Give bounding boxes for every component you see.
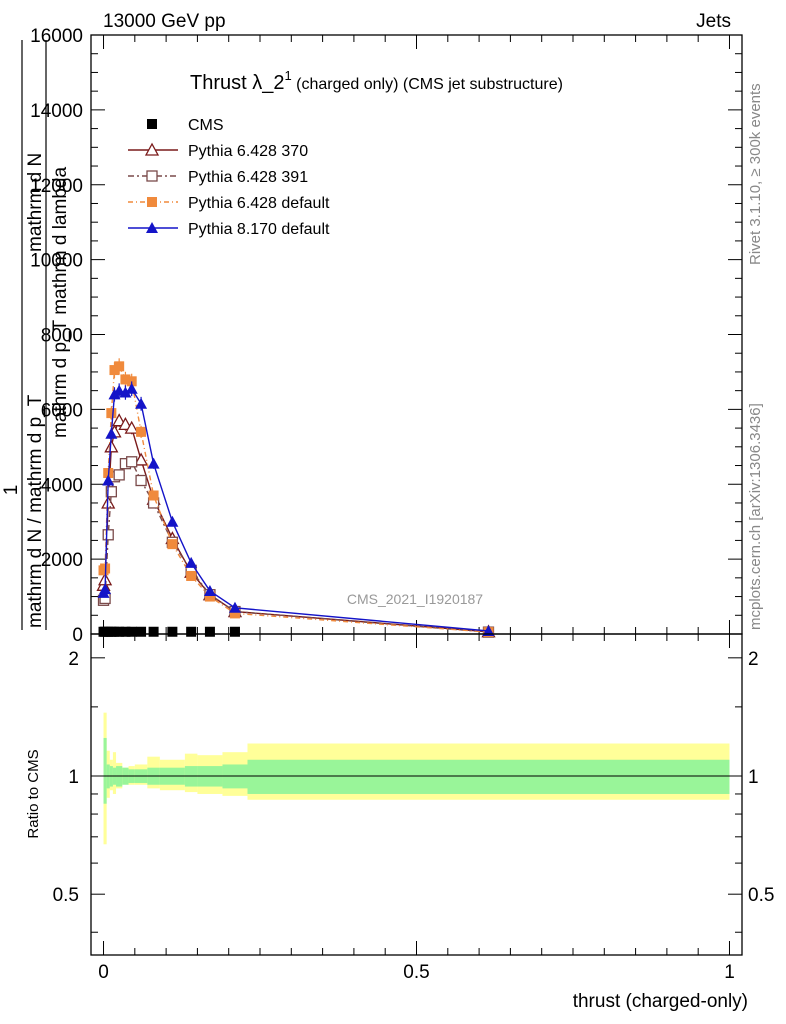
series-4: [97, 381, 495, 637]
series-1-point-3: [104, 439, 119, 453]
series-4-point-10: [166, 515, 179, 527]
xtick-label-0: 0: [98, 962, 109, 983]
series-2: [97, 456, 495, 638]
series-4-point-7: [125, 382, 138, 394]
cms-point-12: [204, 626, 215, 637]
ratio-ytick-label-right-1: 1: [748, 767, 759, 788]
legend: CMS Pythia 6.428 370 Pythia 6.428 391 Pythi…: [128, 117, 330, 238]
ratio-ytick-label-2: 2: [68, 649, 79, 670]
series-3-point-13: [229, 608, 240, 619]
legend-label-1: Pythia 6.428 370: [188, 143, 308, 160]
legend-label-4: Pythia 8.170 default: [188, 221, 330, 238]
series-3-point-11: [186, 570, 197, 581]
main-ytick-label-2: 4000: [41, 475, 83, 496]
series-4-point-14: [482, 625, 495, 637]
series-3-point-8: [136, 426, 147, 437]
ratio-ytick-label-1: 1: [68, 767, 79, 788]
series-4-point-13: [228, 601, 241, 613]
legend-marker-2: [146, 170, 158, 182]
series-3-point-12: [204, 591, 215, 602]
series-3-point-5: [114, 361, 125, 372]
series-1-point-6: [118, 416, 133, 431]
main-ylabel: 1 mathrm d N / mathrm d p_T mathrm d N m…: [1, 40, 71, 630]
cms-point-5: [114, 626, 125, 637]
series-2-point-8: [135, 474, 147, 487]
svg-text:Thrust λ_21 (charged only) (CM: Thrust λ_21 (charged only) (CMS jet subs…: [190, 68, 563, 94]
main-ytick-label-4: 8000: [41, 326, 83, 347]
cms-point-7: [126, 626, 137, 637]
series-4-point-2: [102, 474, 115, 486]
series-cms: [98, 626, 240, 637]
main-ytick-label-3: 6000: [41, 400, 83, 421]
legend-label-3: Pythia 6.428 default: [188, 195, 330, 212]
series-2-point-7: [126, 456, 138, 468]
series-4-point-9: [147, 457, 160, 469]
ylabel-dn: mathrm d N: [25, 153, 46, 252]
cms-point-6: [120, 626, 131, 637]
ylabel-dn-dpt: mathrm d N / mathrm d p_T: [25, 394, 46, 628]
xlabel: thrust (charged-only): [573, 991, 748, 1012]
cms-point-10: [167, 626, 178, 637]
cms-point-9: [148, 626, 159, 637]
series-3-point-10: [167, 539, 178, 550]
ratio-panel: 0.5 0.5 1 1 2 2 0 0.5 1: [53, 633, 774, 983]
cms-point-8: [136, 626, 147, 637]
main-ytick-label-8: 16000: [30, 26, 83, 47]
main-ytick-label-5: 10000: [30, 251, 83, 272]
title-main: Thrust λ_2: [190, 72, 284, 94]
legend-marker-4: [146, 222, 158, 233]
series-4-point-11: [185, 556, 198, 568]
series-3-point-6: [120, 374, 131, 385]
legend-marker-1: [144, 142, 160, 156]
main-ytick-label-1: 2000: [41, 550, 83, 571]
series-3-point-7: [126, 376, 137, 387]
legend-label-0: CMS: [188, 117, 224, 134]
series-2-point-2: [102, 529, 114, 541]
xtick-label-2: 1: [724, 962, 735, 983]
chart-title: Thrust λ_21 (charged only) (CMS jet subs…: [190, 68, 563, 94]
ratio-ytick-label-right-2: 2: [748, 649, 759, 670]
series-4-point-6: [119, 386, 132, 398]
series-4-point-3: [105, 427, 118, 439]
legend-marker-3: [147, 197, 157, 207]
series-4-point-1: [99, 583, 112, 595]
main-ytick-label-7: 14000: [30, 101, 83, 122]
ratio-ylabel: Ratio to CMS: [25, 749, 42, 838]
series-4-point-12: [203, 584, 216, 596]
ratio-ytick-label-0: 0.5: [53, 885, 79, 906]
legend-marker-0: [147, 119, 157, 129]
series-4-point-8: [135, 397, 148, 409]
xtick-label-1: 0.5: [403, 962, 429, 983]
ratio-ytick-label-right-0: 0.5: [748, 885, 774, 906]
series-1-point-5: [112, 413, 127, 427]
legend-label-2: Pythia 6.428 391: [188, 169, 308, 186]
series-1-point-8: [133, 452, 149, 466]
title-rest: (charged only) (CMS jet substructure): [292, 76, 563, 93]
ratio-green-band-0: [103, 737, 107, 804]
main-ytick-label-6: 12000: [30, 176, 83, 197]
mcplots-label: mcplots.cern.ch [arXiv:1306.3436]: [747, 403, 764, 630]
rivet-label: Rivet 3.1.10, ≥ 300k events: [747, 83, 764, 265]
series-2-point-3: [105, 486, 117, 498]
series-1-point-7: [124, 420, 139, 434]
main-ytick-label-0: 0: [72, 625, 83, 646]
cms-point-13: [229, 626, 240, 637]
header-energy: 13000 GeV pp: [103, 11, 226, 32]
ylabel-one: 1: [1, 485, 22, 496]
series-3-point-3: [106, 408, 117, 419]
cms-point-11: [186, 626, 197, 637]
series-2-point-5: [113, 469, 125, 481]
analysis-watermark: CMS_2021_I1920187: [347, 591, 483, 607]
series-3: [98, 358, 494, 638]
ylabel-dpt-dlambda: mathrm d p_T mathrm d lambda: [50, 167, 71, 438]
main-panel: 0 2000 4000 6000 8000 10000 12000 14000 16000: [30, 26, 743, 646]
series-3-point-9: [148, 490, 159, 501]
ratio-green-band-13: [247, 759, 730, 794]
title-sup: 1: [284, 68, 291, 83]
header-process: Jets: [696, 11, 731, 32]
